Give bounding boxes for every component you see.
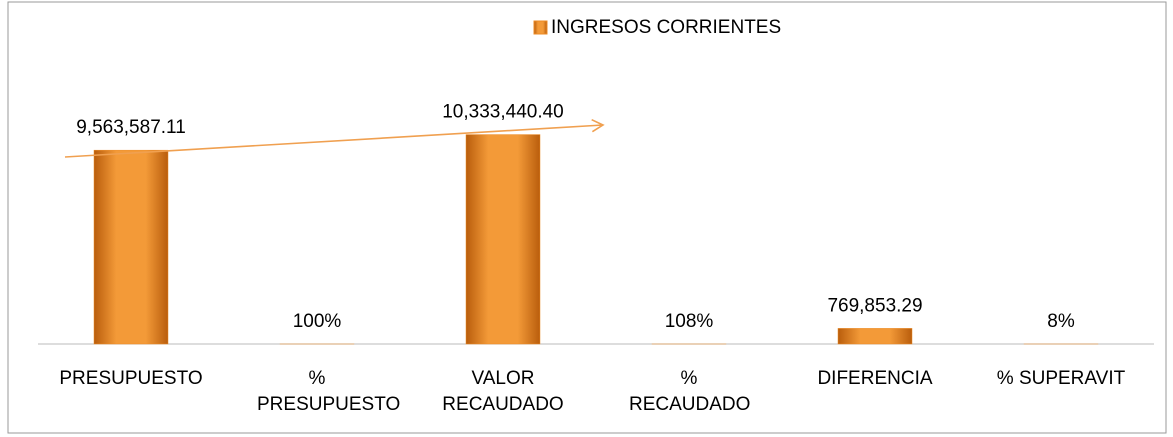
legend-swatch xyxy=(533,20,548,35)
data-label: 100% xyxy=(293,311,342,332)
x-tick-label: VALOR RECAUDADO xyxy=(442,368,564,415)
bar xyxy=(837,328,913,345)
data-label: 108% xyxy=(665,311,714,332)
trendline xyxy=(64,118,605,158)
bar xyxy=(93,149,169,345)
x-tick-label: PRESUPUESTO xyxy=(59,368,203,389)
data-label: 8% xyxy=(1047,311,1075,332)
data-label: 9,563,587.11 xyxy=(76,117,186,138)
bar xyxy=(465,134,541,345)
x-tick-label: DIFERENCIA xyxy=(817,368,933,389)
x-tick-label: % RECAUDADO xyxy=(629,368,751,415)
x-tick-label: % PRESUPUESTO xyxy=(257,368,401,415)
data-label: 10,333,440.40 xyxy=(442,102,564,123)
chart-border xyxy=(7,1,1167,434)
legend-label: INGRESOS CORRIENTES xyxy=(551,17,781,38)
data-label: 769,853.29 xyxy=(827,295,922,316)
x-tick-label: % SUPERAVIT xyxy=(996,368,1126,389)
